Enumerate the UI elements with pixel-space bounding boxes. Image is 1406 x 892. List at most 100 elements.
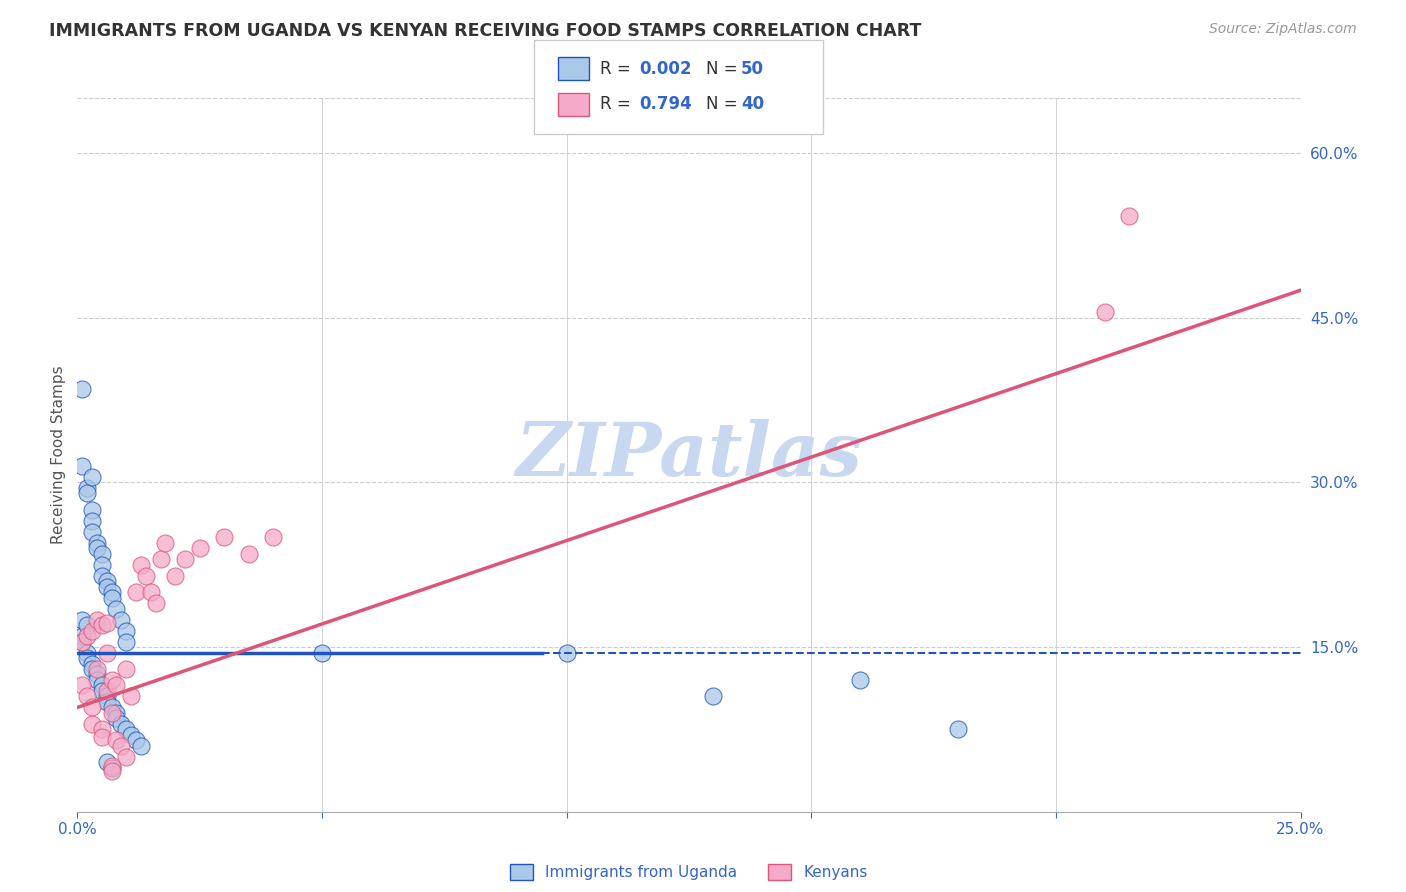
Point bbox=[165, 568, 187, 582]
Point bbox=[555, 646, 578, 660]
Point bbox=[90, 678, 112, 692]
Point bbox=[80, 717, 103, 731]
Text: 50: 50 bbox=[741, 60, 763, 78]
Point bbox=[105, 733, 128, 747]
Point bbox=[86, 673, 108, 687]
Point bbox=[212, 530, 235, 544]
Point bbox=[149, 552, 172, 566]
Point bbox=[115, 662, 138, 676]
Point bbox=[702, 690, 724, 704]
Point bbox=[86, 541, 108, 556]
Point bbox=[70, 634, 93, 648]
Y-axis label: Receiving Food Stamps: Receiving Food Stamps bbox=[51, 366, 66, 544]
Point bbox=[70, 678, 93, 692]
Point bbox=[110, 717, 132, 731]
Point bbox=[96, 695, 118, 709]
Point bbox=[80, 657, 103, 671]
Point bbox=[1118, 209, 1140, 223]
Point bbox=[90, 558, 112, 572]
Text: Source: ZipAtlas.com: Source: ZipAtlas.com bbox=[1209, 22, 1357, 37]
Point bbox=[110, 613, 132, 627]
Point bbox=[105, 711, 128, 725]
Point bbox=[100, 591, 122, 605]
Point bbox=[70, 458, 93, 473]
Point bbox=[96, 690, 118, 704]
Point bbox=[96, 580, 118, 594]
Point bbox=[849, 673, 872, 687]
Text: N =: N = bbox=[706, 60, 742, 78]
Point bbox=[120, 728, 142, 742]
Point bbox=[100, 758, 122, 772]
Point bbox=[76, 486, 98, 500]
Point bbox=[100, 764, 122, 778]
Point bbox=[96, 646, 118, 660]
Point bbox=[70, 613, 93, 627]
Point bbox=[76, 629, 98, 643]
Point bbox=[86, 662, 108, 676]
Point bbox=[145, 596, 167, 610]
Point bbox=[115, 634, 138, 648]
Point bbox=[86, 613, 108, 627]
Point bbox=[76, 690, 98, 704]
Point bbox=[174, 552, 197, 566]
Point bbox=[105, 678, 128, 692]
Point bbox=[139, 585, 162, 599]
Point bbox=[96, 574, 118, 589]
Point bbox=[110, 739, 132, 753]
Text: IMMIGRANTS FROM UGANDA VS KENYAN RECEIVING FOOD STAMPS CORRELATION CHART: IMMIGRANTS FROM UGANDA VS KENYAN RECEIVI… bbox=[49, 22, 921, 40]
Point bbox=[311, 646, 333, 660]
Point bbox=[70, 382, 93, 396]
Point bbox=[129, 739, 152, 753]
Point bbox=[90, 723, 112, 737]
Point bbox=[100, 761, 122, 775]
Point bbox=[76, 646, 98, 660]
Point bbox=[80, 700, 103, 714]
Point bbox=[90, 684, 112, 698]
Point bbox=[80, 624, 103, 638]
Point bbox=[946, 723, 969, 737]
Point bbox=[80, 524, 103, 539]
Point bbox=[76, 651, 98, 665]
Text: 0.002: 0.002 bbox=[640, 60, 692, 78]
Point bbox=[115, 624, 138, 638]
Point bbox=[238, 547, 260, 561]
Legend: Immigrants from Uganda, Kenyans: Immigrants from Uganda, Kenyans bbox=[505, 858, 873, 886]
Point bbox=[90, 618, 112, 632]
Text: R =: R = bbox=[600, 60, 637, 78]
Point bbox=[96, 756, 118, 770]
Point bbox=[1094, 305, 1116, 319]
Point bbox=[76, 618, 98, 632]
Point bbox=[96, 615, 118, 630]
Point bbox=[125, 733, 148, 747]
Point bbox=[76, 481, 98, 495]
Point bbox=[120, 690, 142, 704]
Text: N =: N = bbox=[706, 95, 742, 113]
Point bbox=[188, 541, 211, 556]
Point bbox=[115, 723, 138, 737]
Point bbox=[100, 700, 122, 714]
Point bbox=[70, 634, 93, 648]
Point bbox=[70, 629, 93, 643]
Text: R =: R = bbox=[600, 95, 637, 113]
Point bbox=[90, 547, 112, 561]
Point bbox=[86, 667, 108, 681]
Point bbox=[115, 749, 138, 764]
Point bbox=[86, 535, 108, 549]
Point bbox=[90, 568, 112, 582]
Point bbox=[100, 706, 122, 720]
Point bbox=[105, 601, 128, 615]
Text: 0.794: 0.794 bbox=[640, 95, 693, 113]
Point bbox=[100, 585, 122, 599]
Point bbox=[125, 585, 148, 599]
Point bbox=[80, 503, 103, 517]
Text: ZIPatlas: ZIPatlas bbox=[516, 418, 862, 491]
Point bbox=[155, 535, 177, 549]
Point bbox=[80, 514, 103, 528]
Point bbox=[262, 530, 284, 544]
Point bbox=[135, 568, 157, 582]
Point bbox=[80, 662, 103, 676]
Point bbox=[100, 673, 122, 687]
Point bbox=[96, 684, 118, 698]
Point bbox=[80, 470, 103, 484]
Text: 40: 40 bbox=[741, 95, 763, 113]
